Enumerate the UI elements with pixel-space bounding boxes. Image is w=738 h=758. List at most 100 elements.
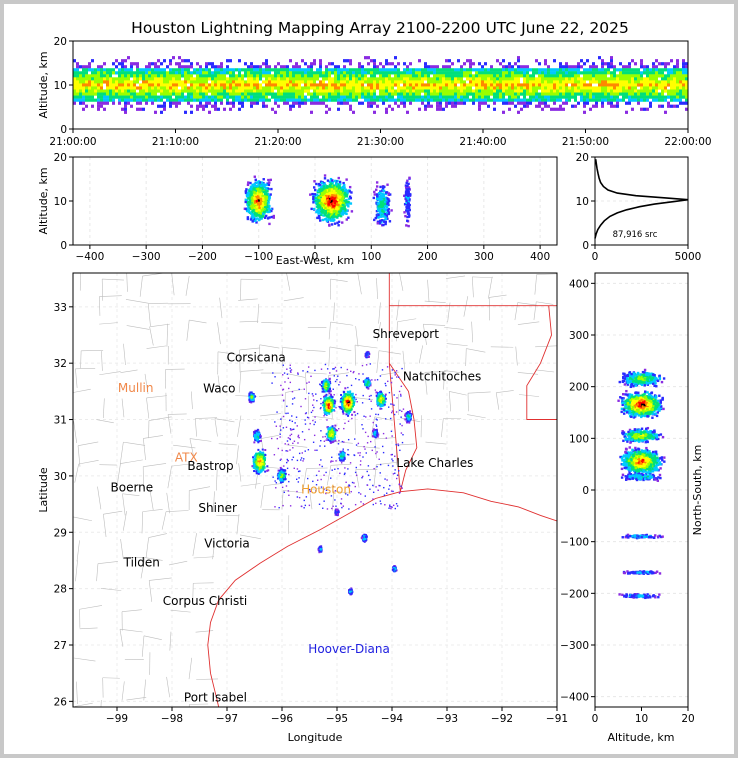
altitude-time-cell xyxy=(103,95,106,99)
altitude-time-cell xyxy=(373,83,376,87)
altitude-time-cell xyxy=(511,68,514,72)
altitude-time-cell xyxy=(181,95,184,99)
altitude-time-cell xyxy=(187,80,190,84)
altitude-time-cell xyxy=(685,65,688,69)
altitude-time-cell xyxy=(556,95,559,99)
altitude-time-cell xyxy=(634,62,637,66)
time-tick-label: 22:00:00 xyxy=(664,136,711,148)
altitude-time-cell xyxy=(475,98,478,102)
altitude-time-cell xyxy=(487,83,490,87)
altitude-time-cell xyxy=(457,92,460,96)
county-line xyxy=(80,350,82,369)
altitude-time-cell xyxy=(643,71,646,75)
altitude-time-cell xyxy=(286,98,289,102)
east-west-source xyxy=(320,213,323,217)
altitude-time-cell xyxy=(139,77,142,81)
east-west-source xyxy=(346,191,349,194)
altitude-time-cell xyxy=(187,59,190,63)
altitude-time-cell xyxy=(133,71,136,75)
altitude-time-cell xyxy=(625,83,628,87)
east-west-source xyxy=(378,222,382,225)
altitude-time-cell xyxy=(532,74,535,78)
altitude-time-cell xyxy=(283,89,286,93)
altitude-time-cell xyxy=(358,68,361,72)
altitude-time-cell xyxy=(457,59,460,63)
altitude-time-cell xyxy=(250,68,253,72)
altitude-time-cell xyxy=(361,68,364,72)
altitude-time-cell xyxy=(109,80,112,84)
altitude-time-cell xyxy=(199,98,202,102)
altitude-time-cell xyxy=(157,89,160,93)
altitude-time-cell xyxy=(373,80,376,84)
altitude-time-cell xyxy=(550,95,553,99)
altitude-time-cell xyxy=(97,80,100,84)
altitude-time-cell xyxy=(325,110,328,114)
east-west-source xyxy=(379,190,382,193)
east-west-source xyxy=(379,185,382,189)
altitude-time-cell xyxy=(127,83,130,87)
altitude-time-cell xyxy=(235,92,238,96)
altitude-time-cell xyxy=(355,95,358,99)
altitude-time-cell xyxy=(622,95,625,99)
altitude-time-cell xyxy=(595,80,598,84)
east-west-source xyxy=(339,214,343,218)
altitude-time-cell xyxy=(373,95,376,99)
altitude-time-cell xyxy=(298,95,301,99)
altitude-time-cell xyxy=(637,83,640,87)
altitude-time-cell xyxy=(112,77,115,81)
altitude-time-cell xyxy=(79,83,82,87)
altitude-time-cell xyxy=(538,101,541,105)
altitude-time-cell xyxy=(508,92,511,96)
altitude-time-cell xyxy=(253,68,256,72)
altitude-time-cell xyxy=(184,86,187,90)
altitude-time-cell xyxy=(97,98,100,102)
east-west-source xyxy=(249,211,252,214)
altitude-time-cell xyxy=(85,80,88,84)
east-west-source xyxy=(269,193,272,196)
altitude-time-cell xyxy=(196,83,199,87)
east-west-source xyxy=(268,210,271,213)
altitude-time-cell xyxy=(598,74,601,78)
east-west-source xyxy=(334,197,338,200)
east-west-source xyxy=(260,209,263,212)
altitude-time-cell xyxy=(190,80,193,84)
altitude-time-cell xyxy=(661,68,664,72)
east-west-source xyxy=(253,216,256,219)
altitude-time-cell xyxy=(448,74,451,78)
altitude-time-cell xyxy=(439,92,442,96)
east-west-source xyxy=(347,216,350,219)
altitude-time-cell xyxy=(331,89,334,93)
altitude-time-cell xyxy=(496,59,499,63)
altitude-time-cell xyxy=(502,59,505,63)
altitude-time-cell xyxy=(637,74,640,78)
altitude-time-cell xyxy=(415,95,418,99)
altitude-time-cell xyxy=(178,101,181,105)
east-west-source xyxy=(257,208,260,211)
altitude-time-cell xyxy=(502,74,505,78)
altitude-time-cell xyxy=(598,68,601,72)
east-west-source xyxy=(343,205,346,208)
altitude-time-cell xyxy=(472,89,475,93)
altitude-time-cell xyxy=(322,83,325,87)
altitude-time-cell xyxy=(409,80,412,84)
east-west-source xyxy=(254,200,257,203)
east-west-source xyxy=(345,198,348,202)
altitude-time-cell xyxy=(148,92,151,96)
altitude-time-cell xyxy=(679,86,682,90)
altitude-time-cell xyxy=(247,80,250,84)
altitude-time-cell xyxy=(508,65,511,69)
altitude-time-cell xyxy=(301,77,304,81)
altitude-time-cell xyxy=(550,92,553,96)
altitude-time-cell xyxy=(307,68,310,72)
altitude-time-cell xyxy=(685,68,688,72)
altitude-time-cell xyxy=(613,92,616,96)
altitude-time-cell xyxy=(220,92,223,96)
altitude-time-cell xyxy=(391,107,394,111)
altitude-time-cell xyxy=(202,68,205,72)
altitude-time-cell xyxy=(217,107,220,111)
altitude-time-cell xyxy=(337,89,340,93)
altitude-time-cell xyxy=(667,101,670,105)
altitude-time-cell xyxy=(82,95,85,99)
altitude-time-cell xyxy=(676,65,679,69)
altitude-time-cell xyxy=(319,83,322,87)
